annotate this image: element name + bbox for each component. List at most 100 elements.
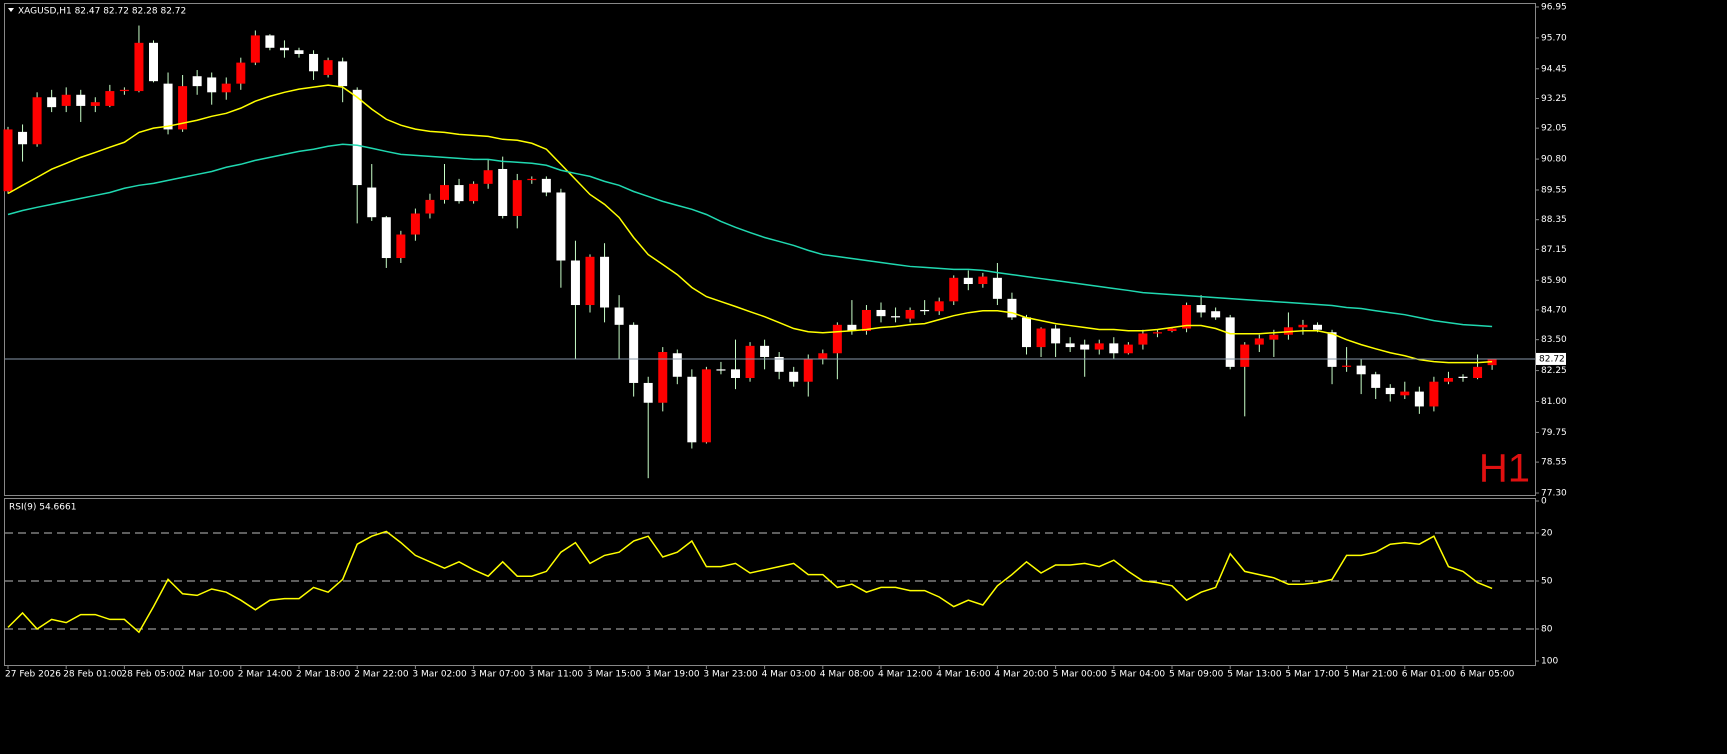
x-tick-label: 4 Mar 03:00 [762,670,817,680]
candle-body [1240,344,1250,367]
y-tick-label: 95.70 [1541,33,1567,43]
candle-body [861,309,871,332]
candle-body [149,42,158,82]
candle-body [221,83,231,93]
candle-body [978,276,988,285]
candle-body [76,94,86,106]
rsi-title: RSI(9) 54.6661 [9,503,76,513]
candle-body [832,324,842,354]
candle-body [469,183,479,202]
candle-body [236,62,246,84]
candle-body [18,131,28,145]
rsi-line [7,530,1493,634]
candle-body [629,324,639,383]
candle-body [818,353,828,360]
candle-body [1414,391,1424,407]
candle-body [672,353,682,377]
candle-body [1196,305,1206,313]
x-tick-label: 2 Mar 18:00 [296,670,351,680]
x-tick-label: 3 Mar 07:00 [471,670,526,680]
candle-body [1123,344,1133,354]
y-tick-label: 85.90 [1541,276,1567,286]
x-tick-label: 5 Mar 13:00 [1227,670,1282,680]
rsi-panel-frame [4,498,1536,666]
last-price-label: 82.72 [1539,354,1565,364]
y-tick-label: 80 [1541,625,1553,635]
candle-body [294,50,304,54]
candle-body [352,89,362,186]
menu-arrow[interactable] [8,8,14,12]
candle-body [207,77,217,93]
candle-body [279,47,289,51]
candle-body [643,382,653,403]
candle-body [1022,317,1031,348]
candle-body [1109,343,1119,354]
y-tick-label: 92.05 [1541,124,1567,134]
candle-body [381,217,391,259]
x-tick-label: 5 Mar 09:00 [1169,670,1224,680]
candle-body [847,324,857,332]
candle-body [338,61,348,87]
candle-body [265,35,275,48]
candle-body [658,352,668,403]
candle-body [250,35,260,63]
x-tick-label: 4 Mar 20:00 [994,670,1049,680]
x-tick-label: 28 Feb 05:00 [121,670,180,680]
candle-body [1356,365,1366,375]
y-tick-label: 94.45 [1541,64,1567,74]
candle-body [527,178,537,181]
candle-body [32,97,42,145]
candle-body [876,309,886,317]
candle-body [134,42,144,92]
y-tick-label: 93.25 [1541,94,1567,104]
candle-body [891,316,901,318]
x-tick-label: 3 Mar 11:00 [529,670,584,680]
candle-body [541,178,551,193]
candle-body [1225,317,1235,367]
candle-body [1269,334,1279,340]
last-price-box [1536,352,1566,365]
x-tick-label: 4 Mar 08:00 [820,670,875,680]
candle-body [1211,311,1221,318]
y-tick-label: 0 [1541,497,1547,507]
candle-body [178,86,188,130]
y-tick-label: 90.80 [1541,155,1567,165]
candle-body [1167,328,1177,332]
candle-body [701,369,711,443]
candle-body [1182,305,1192,329]
candle-body [760,345,770,357]
x-tick-label: 28 Feb 01:00 [63,670,122,680]
candle-body [789,371,799,382]
y-tick-label: 88.35 [1541,215,1567,225]
y-tick-label: 82.25 [1541,366,1567,376]
y-tick-label: 20 [1541,529,1553,539]
candle-body [920,309,930,312]
candle-body [774,356,784,372]
candle-body [163,83,173,130]
candle-body [963,277,973,285]
candle-body [1342,365,1352,367]
candle-body [1007,298,1017,318]
y-tick-label: 77.30 [1541,489,1567,499]
candle-body [396,234,406,259]
candle-body [687,376,697,443]
candle-body [1443,378,1453,382]
moving-average [7,143,1493,328]
candle-body [192,76,202,87]
candle-body [992,277,1002,299]
candle-body [1473,366,1483,379]
x-tick-label: 3 Mar 19:00 [645,670,700,680]
y-tick-label: 83.50 [1541,335,1567,345]
candle-body [440,185,449,200]
timeframe-label: H1 [1479,447,1530,491]
candle-body [1298,324,1308,328]
candle-body [731,369,740,379]
candle-body [745,345,755,379]
candle-body [1094,343,1104,350]
x-tick-label: 3 Mar 23:00 [703,670,758,680]
y-tick-label: 100 [1541,657,1558,667]
x-tick-label: 2 Mar 10:00 [180,670,235,680]
candle-body [949,277,959,302]
candle-body [105,91,115,106]
